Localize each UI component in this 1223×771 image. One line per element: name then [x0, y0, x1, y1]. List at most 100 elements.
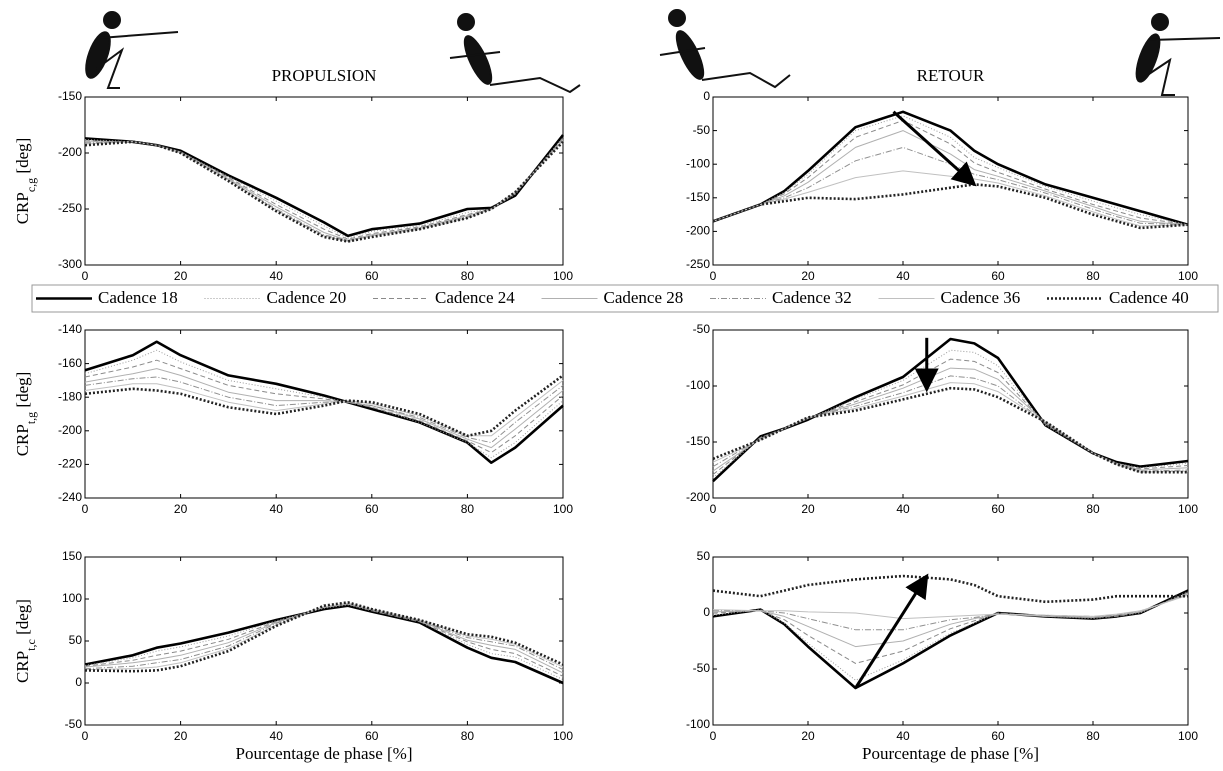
series-line — [84, 368, 564, 449]
y-tick-label: -200 — [686, 490, 710, 504]
y-tick-label: -100 — [686, 378, 710, 392]
plot-area — [84, 556, 564, 726]
y-tick-label: -200 — [58, 423, 82, 437]
y-tick-label: -50 — [693, 123, 711, 137]
x-tick-label: 100 — [553, 269, 573, 283]
plot-area — [84, 329, 564, 499]
x-tick-label: 40 — [270, 269, 284, 283]
x-tick-label: 60 — [365, 502, 379, 516]
y-tick-label: -150 — [58, 89, 82, 103]
series-line — [712, 591, 1189, 681]
legend-label: Cadence 24 — [435, 288, 515, 307]
arrow — [854, 573, 929, 689]
y-tick-label: 150 — [62, 549, 82, 563]
x-tick-label: 40 — [896, 729, 910, 743]
series-line — [712, 386, 1188, 474]
column-title: RETOUR — [917, 66, 985, 85]
x-tick-label: 60 — [365, 729, 379, 743]
y-label-main: CRP — [13, 424, 32, 456]
x-tick-label: 60 — [365, 269, 379, 283]
legend-label: Cadence 40 — [1109, 288, 1189, 307]
series-line — [712, 594, 1189, 620]
y-label-main: CRP — [13, 651, 32, 683]
y-tick-label: 100 — [62, 591, 82, 605]
series-line — [84, 603, 564, 674]
x-tick-label: 80 — [461, 269, 475, 283]
y-tick-label: -150 — [686, 434, 710, 448]
x-tick-label: 0 — [82, 269, 89, 283]
legend: Cadence 18 Cadence 20 Cadence 24 Cadence 28… — [31, 284, 1219, 313]
x-tick-label: 40 — [270, 729, 284, 743]
x-tick-label: 80 — [1086, 502, 1100, 516]
series-line — [84, 380, 564, 437]
series-line — [84, 140, 564, 243]
x-tick-label: 0 — [710, 502, 717, 516]
series-line — [84, 601, 564, 673]
series-line — [712, 115, 1189, 226]
legend-label: Cadence 32 — [772, 288, 852, 307]
x-axis-label: Pourcentage de phase [%] — [235, 744, 412, 763]
series-line — [84, 602, 564, 671]
x-tick-label: 0 — [710, 729, 717, 743]
y-tick-label: -160 — [58, 356, 82, 370]
x-tick-label: 100 — [553, 729, 573, 743]
x-tick-label: 0 — [710, 269, 717, 283]
y-tick-label: -250 — [58, 201, 82, 215]
y-tick-label: -200 — [58, 145, 82, 159]
x-tick-label: 100 — [1178, 269, 1198, 283]
x-tick-label: 0 — [82, 502, 89, 516]
x-tick-label: 40 — [896, 502, 910, 516]
legend-box — [31, 284, 1219, 313]
y-tick-label: -100 — [686, 156, 710, 170]
series-line — [84, 374, 564, 438]
x-tick-label: 60 — [991, 729, 1005, 743]
y-tick-label: 0 — [75, 675, 82, 689]
legend-label: Cadence 28 — [604, 288, 684, 307]
y-tick-label: -200 — [686, 224, 710, 238]
y-label-sub: c,g — [24, 178, 38, 192]
y-label-sub: t,g — [24, 412, 38, 424]
x-tick-label: 100 — [1178, 502, 1198, 516]
series-line — [712, 120, 1189, 226]
panel: -200 -150 -100 -50 0 20 40 60 80 100 — [686, 322, 1198, 516]
x-tick-label: 0 — [82, 729, 89, 743]
x-tick-label: 20 — [801, 502, 815, 516]
plot-area — [712, 96, 1189, 266]
y-tick-label: 0 — [703, 605, 710, 619]
x-axis-label: Pourcentage de phase [%] — [862, 744, 1039, 763]
y-tick-label: -300 — [58, 257, 82, 271]
series-line — [712, 593, 1189, 648]
y-axis-label: CRPt,g [deg] — [13, 372, 38, 457]
series-line — [84, 359, 564, 454]
y-tick-label: -180 — [58, 389, 82, 403]
legend-label: Cadence 20 — [267, 288, 347, 307]
x-tick-label: 80 — [461, 502, 475, 516]
plot-area — [712, 556, 1189, 726]
series-line — [712, 110, 1189, 226]
y-axis-label: CRPt,c [deg] — [13, 599, 38, 683]
arrow — [892, 110, 977, 187]
x-tick-label: 20 — [174, 502, 188, 516]
legend-label: Cadence 18 — [98, 288, 178, 307]
x-tick-label: 40 — [896, 269, 910, 283]
x-tick-label: 80 — [1086, 729, 1100, 743]
y-label-main: CRP — [13, 192, 32, 224]
rider-icons — [85, 9, 1221, 96]
x-tick-label: 80 — [461, 729, 475, 743]
y-axis-label: CRPc,g [deg] — [13, 138, 38, 225]
x-tick-label: 60 — [991, 269, 1005, 283]
x-tick-label: 80 — [1086, 269, 1100, 283]
panel: -300 -250 -200 -150 0 20 40 60 80 100 PROPULSION CR… — [13, 66, 573, 283]
panel: -100 -50 0 50 0 20 40 60 80 100 Pourcentage de pha… — [686, 549, 1198, 763]
y-tick-label: -140 — [58, 322, 82, 336]
series-line — [712, 574, 1188, 604]
y-tick-label: -50 — [693, 661, 711, 675]
x-tick-label: 60 — [991, 502, 1005, 516]
y-tick-label: -50 — [65, 717, 83, 731]
plot-area — [712, 329, 1189, 499]
x-tick-label: 20 — [174, 269, 188, 283]
y-tick-label: -150 — [686, 190, 710, 204]
